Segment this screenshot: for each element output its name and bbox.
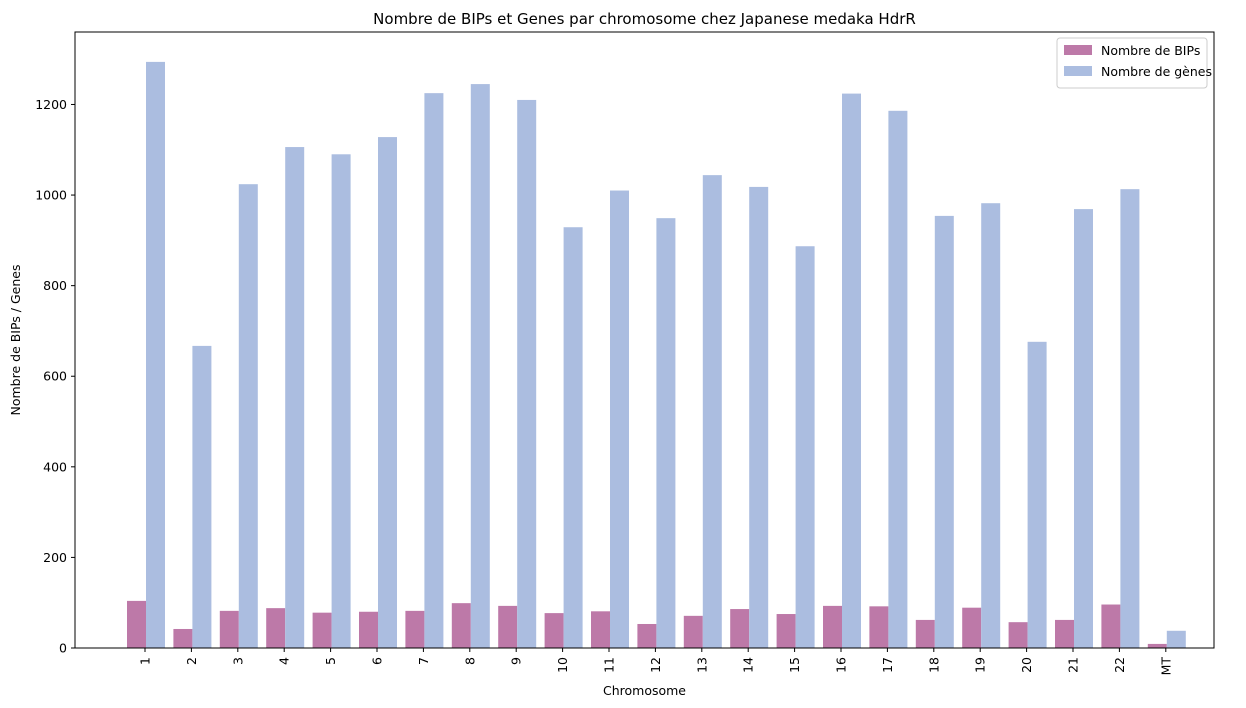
bips-bar-17 [869,606,889,648]
bips-bar-12 [637,623,657,648]
genes-bar-9 [517,99,537,648]
bips-bar-1 [127,600,146,648]
plot-frame [74,31,1215,649]
x-tick-label: 17 [880,657,895,673]
legend-box [1056,37,1208,89]
bips-bar-20 [1008,622,1028,648]
y-tick-label: 1000 [35,188,67,203]
legend-label-bips: Nombre de BIPs [1101,43,1200,58]
y-tick-label: 400 [43,459,67,474]
bips-bar-7 [405,610,425,648]
bips-bar-5 [312,612,332,648]
genes-bar-MT [1166,630,1186,648]
x-axis-ticks: 1 2 3 4 5 6 7 8 9 10 11 12 13 14 15 16 17 18 19 20 21 22 MT [138,648,1173,676]
genes-bar-5 [331,154,351,649]
x-tick-label: 14 [741,657,756,673]
genes-bar-16 [842,93,861,649]
x-tick-label: 15 [787,657,802,673]
x-tick-label: 16 [834,657,849,673]
y-axis-label: Nombre de BIPs / Genes [8,265,23,416]
legend-label-genes: Nombre de gènes [1101,64,1212,79]
bips-bar-18 [915,619,935,648]
bips-bar-4 [266,608,286,648]
x-axis-label: Chromosome [603,683,686,698]
bips-bar-MT [1147,643,1167,648]
chart-title: Nombre de BIPs et Genes par chromosome c… [373,10,916,28]
bips-bar-8 [451,603,471,648]
bips-bar-13 [683,615,703,648]
bips-bar-16 [823,605,842,648]
genes-bar-1 [146,61,165,648]
x-tick-label: 4 [277,657,292,665]
bips-bar-14 [730,609,750,648]
genes-bar-11 [610,190,629,648]
bips-bar-10 [544,613,564,648]
bips-bar-19 [962,607,982,648]
x-tick-label: 12 [648,657,663,673]
y-tick-label: 0 [59,641,67,656]
bips-bar-11 [591,611,610,648]
x-tick-label: 20 [1019,657,1034,673]
genes-bar-4 [285,147,305,649]
genes-bar-14 [749,186,769,648]
bips-bars-group [127,600,1167,648]
legend: Nombre de BIPs Nombre de gènes [1056,37,1212,89]
legend-swatch-genes [1064,66,1092,76]
x-tick-label: 22 [1112,657,1127,673]
genes-bar-6 [378,137,397,648]
x-tick-label: 11 [602,657,617,673]
x-tick-label: 2 [184,657,199,665]
y-tick-label: 200 [43,550,67,565]
x-tick-label: MT [1158,657,1173,676]
x-tick-label: 21 [1066,657,1081,673]
x-tick-label: 9 [509,657,524,665]
genes-bars-group [146,61,1186,649]
genes-bar-10 [563,227,583,648]
genes-bar-12 [656,218,676,648]
genes-bar-2 [192,345,212,648]
x-tick-label: 5 [323,657,338,665]
bips-bar-3 [219,610,239,648]
bips-bar-21 [1055,619,1074,648]
bips-bar-6 [359,611,378,648]
genes-bar-17 [888,110,908,648]
y-axis-ticks: 0 200 400 600 800 1000 1200 [35,97,75,656]
x-tick-label: 13 [694,657,709,673]
x-tick-label: 18 [926,657,941,673]
x-tick-label: 3 [230,657,245,665]
genes-bar-18 [934,215,954,648]
bips-bar-15 [776,614,796,648]
y-tick-label: 600 [43,369,67,384]
genes-bar-7 [424,93,444,648]
genes-bar-15 [795,246,815,649]
genes-bar-13 [702,175,722,648]
genes-bar-21 [1074,209,1093,648]
x-tick-label: 1 [138,657,153,665]
genes-bar-22 [1120,189,1140,649]
y-tick-label: 1200 [35,97,67,112]
genes-bar-3 [238,184,258,648]
legend-swatch-bips [1064,45,1092,55]
x-tick-label: 10 [555,657,570,673]
y-tick-label: 800 [43,278,67,293]
genes-bar-19 [981,203,1001,648]
genes-bar-20 [1027,341,1047,648]
x-tick-label: 6 [370,657,385,665]
bips-bar-2 [173,628,193,648]
x-tick-label: 19 [973,657,988,673]
x-tick-label: 8 [462,657,477,665]
bips-bar-22 [1101,604,1121,648]
x-tick-label: 7 [416,657,431,665]
bips-bar-9 [498,605,518,648]
genes-bar-8 [470,84,490,649]
